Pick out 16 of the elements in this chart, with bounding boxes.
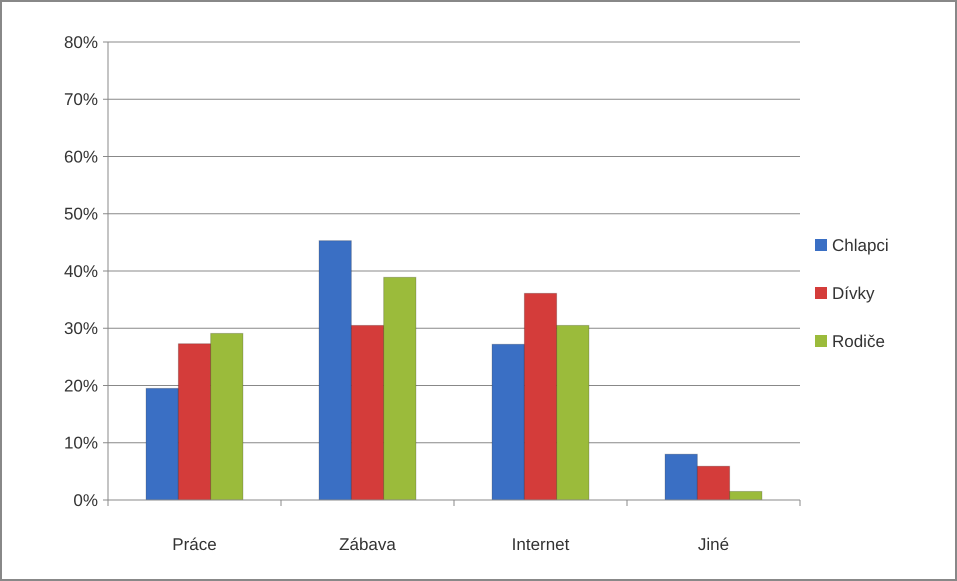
x-tick-label: Práce (172, 535, 217, 554)
legend-label: Dívky (832, 284, 875, 303)
legend-label: Chlapci (832, 236, 889, 255)
y-tick-label: 0% (73, 490, 98, 510)
legend-label: Rodiče (832, 332, 885, 351)
x-tick-label: Zábava (339, 535, 396, 554)
x-tick-label: Jiné (698, 535, 730, 554)
y-tick-label: 40% (64, 262, 98, 281)
y-tick-label: 80% (64, 32, 98, 52)
y-tick-label: 20% (64, 376, 98, 396)
x-tick-label: Internet (512, 535, 570, 554)
y-tick-label: 30% (64, 319, 98, 338)
y-tick-label: 10% (64, 434, 98, 453)
y-tick-label: 70% (64, 90, 98, 110)
y-tick-label: 50% (64, 204, 98, 224)
y-tick-label: 60% (64, 147, 98, 166)
